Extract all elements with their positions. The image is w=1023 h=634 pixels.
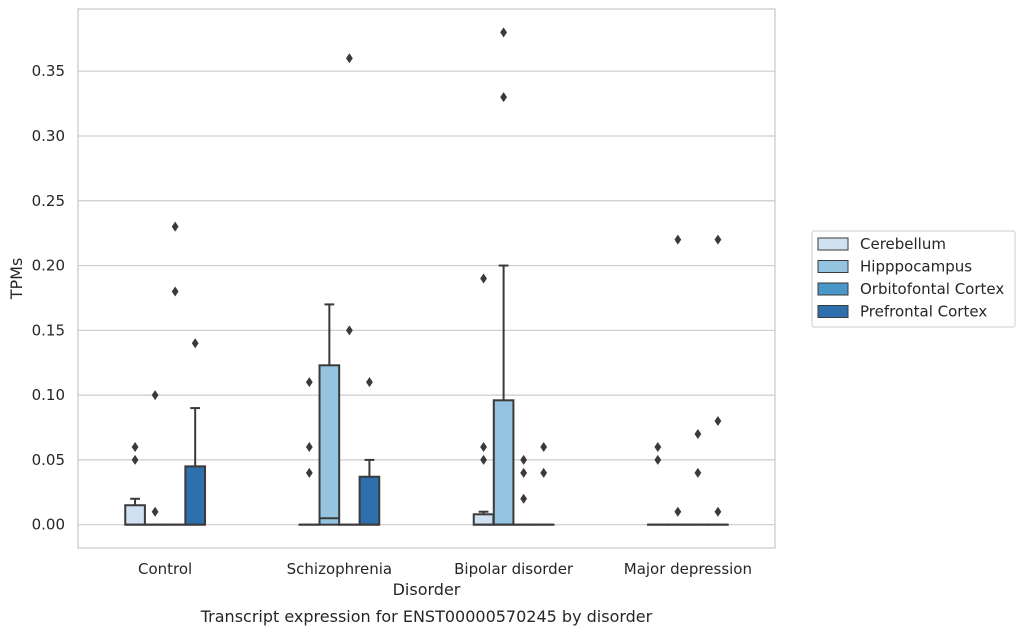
outlier-point <box>654 441 662 452</box>
legend-label: Cerebellum <box>860 235 946 253</box>
outlier-point <box>151 390 159 401</box>
outlier-point <box>151 506 159 517</box>
box-prefrontal-cortex <box>358 377 381 526</box>
box-body <box>124 504 146 526</box>
boxes <box>124 27 729 526</box>
y-tick-label: 0.10 <box>32 386 65 404</box>
box-prefrontal-cortex <box>532 441 555 526</box>
tick-labels: 0.00 0.05 0.10 0.15 0.20 0.25 0.30 0.35 Control S… <box>32 62 752 578</box>
legend-swatch <box>817 305 849 318</box>
grid-lines <box>78 70 775 526</box>
outlier-point <box>480 441 487 452</box>
outlier-point <box>540 441 548 452</box>
legend-label: Prefrontal Cortex <box>860 303 987 321</box>
box-cerebellum <box>124 441 146 526</box>
outlier-point <box>520 493 528 504</box>
box-cerebellum <box>646 441 669 526</box>
outlier-point <box>694 428 702 439</box>
plot-frame <box>77 8 776 549</box>
outlier-point <box>305 467 313 478</box>
outlier-point <box>500 27 508 38</box>
outlier-point <box>480 273 487 284</box>
box-body <box>492 399 515 526</box>
x-tick-label: Bipolar disorder <box>454 560 574 578</box>
outlier-point <box>191 338 199 349</box>
outlier-point <box>171 221 179 232</box>
outlier-point <box>305 441 313 452</box>
outlier-point <box>694 467 702 478</box>
y-tick-label: 0.30 <box>32 127 65 145</box>
outlier-point <box>131 441 139 452</box>
x-axis-title: Disorder <box>393 580 461 599</box>
outlier-point <box>480 454 487 465</box>
box-hipppocampus <box>492 27 515 526</box>
outlier-point <box>714 506 722 517</box>
y-tick-label: 0.35 <box>32 62 65 80</box>
x-tick-label: Schizophrenia <box>287 560 392 578</box>
box-cerebellum <box>472 273 495 526</box>
box-hipppocampus <box>667 234 689 526</box>
outlier-point <box>674 234 682 245</box>
box-orbitofontal-cortex <box>687 428 709 526</box>
y-tick-label: 0.25 <box>32 192 65 210</box>
outlier-point <box>714 234 722 245</box>
outlier-point <box>520 467 528 478</box>
outlier-point <box>674 506 682 517</box>
outlier-point <box>131 454 139 465</box>
legend: Cerebellum Hipppocampus Orbitofontal Corte… <box>811 230 1016 328</box>
box-orbitofontal-cortex <box>164 221 186 526</box>
box-hipppocampus <box>144 390 166 526</box>
legend-swatch <box>817 282 849 296</box>
outlier-point <box>654 454 662 465</box>
box-body <box>318 364 341 526</box>
outlier-point <box>714 416 722 427</box>
outlier-point <box>345 53 353 64</box>
box-cerebellum <box>298 377 321 526</box>
legend-label: Orbitofontal Cortex <box>860 280 1004 298</box>
box-body <box>358 475 381 526</box>
box-prefrontal-cortex <box>184 338 207 526</box>
legend-frame <box>811 230 1016 328</box>
outlier-point <box>366 377 373 388</box>
box-orbitofontal-cortex <box>512 454 535 526</box>
outlier-point <box>171 286 179 297</box>
box-hipppocampus <box>318 303 341 526</box>
legend-swatch <box>817 260 849 273</box>
legend-label: Hipppocampus <box>860 258 972 276</box>
outlier-point <box>345 325 353 336</box>
y-tick-label: 0.05 <box>32 451 65 469</box>
x-tick-label: Control <box>138 560 192 578</box>
chart-caption: Transcript expression for ENST0000057024… <box>200 607 653 626</box>
outlier-point <box>540 467 548 478</box>
y-tick-label: 0.15 <box>32 321 65 339</box>
x-tick-label: Major depression <box>624 560 752 578</box>
outlier-point <box>500 92 508 103</box>
box-prefrontal-cortex <box>707 234 729 526</box>
box-body <box>184 465 207 526</box>
y-tick-label: 0.20 <box>32 257 65 275</box>
box-body <box>472 513 495 526</box>
box-orbitofontal-cortex <box>338 53 361 526</box>
outlier-point <box>520 454 528 465</box>
legend-swatch <box>817 237 849 251</box>
outlier-point <box>305 377 313 388</box>
y-axis-title: TPMs <box>7 258 26 301</box>
y-tick-label: 0.00 <box>32 516 65 534</box>
